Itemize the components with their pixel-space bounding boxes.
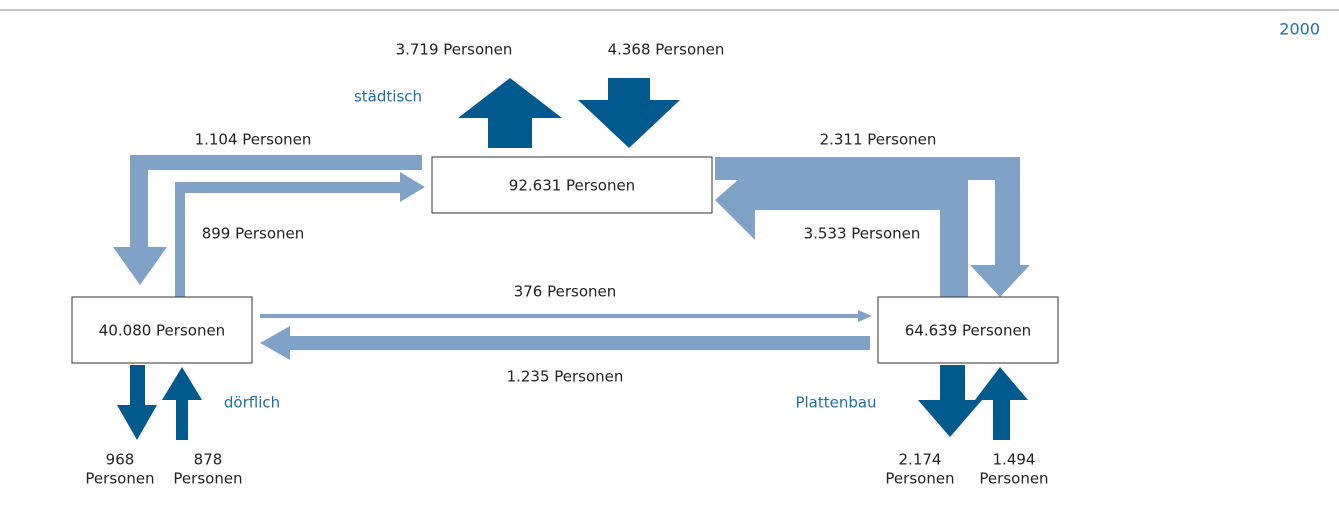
flow-label: 899 Personen (202, 225, 305, 243)
flow-label: 3.719 Personen (396, 41, 513, 59)
arrow-out-village (117, 365, 157, 440)
flow-label: Personen (173, 470, 242, 488)
flow-label: 2.311 Personen (820, 131, 937, 149)
arrow-in-prefab (975, 367, 1028, 440)
flow-label: 1.494 (993, 451, 1036, 469)
flow-label: 376 Personen (514, 283, 617, 301)
flow-label: 878 (194, 451, 223, 469)
flow-label: 4.368 Personen (608, 41, 725, 59)
flow-label: Personen (885, 470, 954, 488)
flow-label: 1.104 Personen (195, 131, 312, 149)
flow-label: 3.533 Personen (804, 225, 921, 243)
flow-label: Personen (85, 470, 154, 488)
node-box (877, 296, 1059, 364)
arrow-prefab-village (260, 326, 870, 360)
arrow-urban-village (113, 155, 422, 285)
region-label: Plattenbau (795, 394, 876, 412)
node-box (431, 156, 713, 214)
arrow-urban-prefab (715, 157, 1030, 297)
arrow-prefab-urban (715, 165, 968, 297)
arrow-village-prefab (260, 310, 872, 322)
node-label: 40.080 Personen (99, 322, 225, 340)
flow-label: 968 (106, 451, 135, 469)
region-label: dörflich (224, 394, 280, 412)
flow-label: 1.235 Personen (507, 368, 624, 386)
flow-label: Personen (979, 470, 1048, 488)
region-label: städtisch (354, 88, 422, 106)
year: 2000 (1279, 20, 1320, 39)
arrow-out-urban (458, 78, 562, 148)
arrow-in-village (162, 367, 202, 440)
arrow-in-urban (578, 78, 680, 148)
node-label: 64.639 Personen (905, 322, 1031, 340)
node-box (71, 296, 253, 364)
arrow-out-prefab (918, 365, 982, 437)
node-label: 92.631 Personen (509, 177, 635, 195)
arrow-village-urban (175, 172, 425, 297)
arrows (113, 78, 1030, 440)
flow-label: 2.174 (899, 451, 942, 469)
